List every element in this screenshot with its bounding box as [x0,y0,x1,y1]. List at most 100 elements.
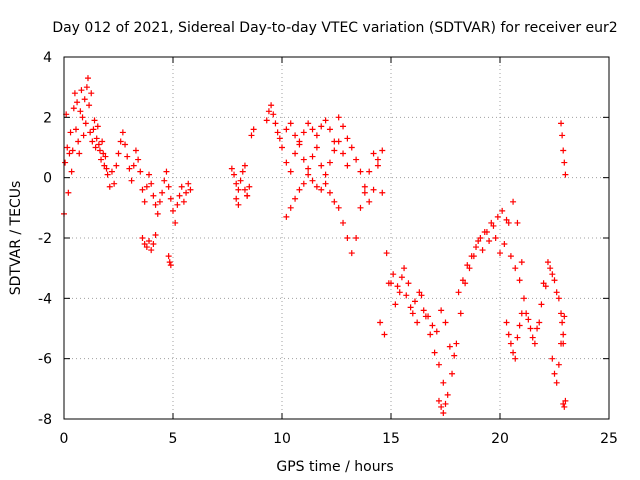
data-point [514,219,521,226]
data-point [292,195,299,202]
data-point [383,250,390,257]
data-point [335,138,342,145]
data-point [62,159,69,166]
data-point [560,147,567,154]
data-point [449,370,456,377]
data-point [148,247,155,254]
data-point [558,340,565,347]
data-point [233,180,240,187]
data-point [494,213,501,220]
data-point [292,132,299,139]
data-point [427,331,434,338]
data-point [150,192,157,199]
data-point [313,183,320,190]
data-point [401,265,408,272]
data-point [71,90,78,97]
data-point [305,171,312,178]
data-point [143,183,150,190]
data-point [396,289,403,296]
data-point [544,259,551,266]
data-point [91,117,98,124]
data-point [185,180,192,187]
data-point [486,238,493,245]
x-axis-label: GPS time / hours [276,459,393,475]
data-point [374,162,381,169]
data-point [250,126,257,133]
data-point [276,135,283,142]
y-tick-label: 4 [43,50,52,66]
data-point [348,144,355,151]
data-point [72,126,79,133]
data-point [300,129,307,136]
data-point [453,340,460,347]
data-point [512,265,519,272]
data-point [126,165,133,172]
y-tick-label: -8 [38,412,52,428]
data-point [555,295,562,302]
data-point [70,105,77,112]
data-point [326,126,333,133]
data-point [479,247,486,254]
data-point [239,168,246,175]
data-point [518,310,525,317]
data-point [561,313,568,320]
data-point [272,120,279,127]
data-point [503,216,510,223]
x-tick-label: 10 [273,431,291,447]
data-point [143,244,150,251]
data-point [176,192,183,199]
data-point [305,165,312,172]
data-point [113,162,120,169]
data-point [516,322,523,329]
data-point [340,219,347,226]
data-point [414,319,421,326]
data-point [287,204,294,211]
data-point [283,159,290,166]
data-point [444,391,451,398]
x-tick-label: 0 [60,431,69,447]
data-point [475,238,482,245]
data-point [68,168,75,175]
data-point [440,409,447,416]
data-point [542,283,549,290]
chart-title: Day 012 of 2021, Sidereal Day-to-day VTE… [52,20,617,36]
data-point [287,120,294,127]
data-point [562,171,569,178]
data-point [499,207,506,214]
data-point [309,177,316,184]
data-point [366,168,373,175]
data-point [81,96,88,103]
data-point [106,183,113,190]
data-point [167,195,174,202]
data-point [165,253,172,260]
data-point [161,177,168,184]
data-point [115,150,122,157]
data-point [241,186,248,193]
data-point [477,235,484,241]
data-point [93,135,100,142]
data-point [558,310,565,317]
data-point [174,201,181,208]
data-point [183,189,190,196]
data-point [117,138,124,145]
x-tick-label: 5 [169,431,178,447]
data-point [462,280,469,287]
data-point [416,289,423,296]
data-point [103,165,110,172]
data-point [318,186,325,193]
data-point [562,397,569,404]
data-point [233,195,240,202]
data-point [344,135,351,142]
data-point [235,201,242,208]
data-point [481,228,488,235]
x-tick-label: 20 [491,431,509,447]
data-point [237,177,244,184]
data-point [411,298,418,305]
data-point [366,198,373,205]
data-point [392,301,399,308]
data-point [525,316,532,323]
data-point [551,277,558,284]
data-point [468,253,475,260]
data-point [235,186,242,193]
